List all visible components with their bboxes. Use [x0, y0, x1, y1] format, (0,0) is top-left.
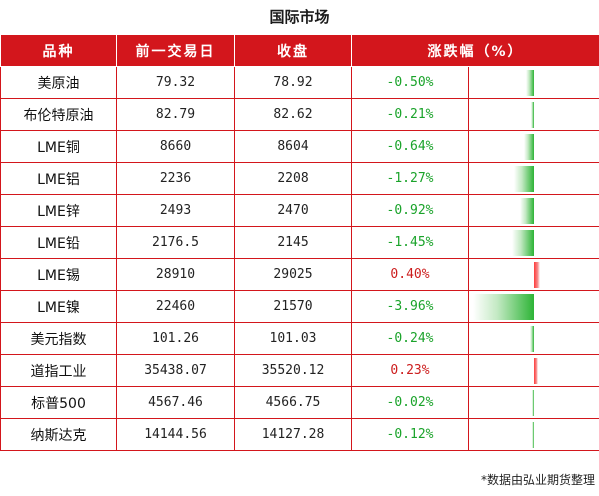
- row-prev-close: 8660: [116, 130, 235, 163]
- table-row: LME镍 22460 21570 -3.96%: [0, 290, 599, 323]
- row-change-bar-cell: [468, 322, 599, 355]
- table-row: LME锡 28910 29025 0.40%: [0, 258, 599, 291]
- change-bar: [534, 358, 538, 384]
- market-table: 品种 前一交易日 收盘 涨跌幅（%） 美原油 79.32 78.92 -0.50% 布伦…: [0, 34, 599, 451]
- row-change-bar-cell: [468, 226, 599, 259]
- change-bar: [511, 230, 534, 256]
- row-name: 美原油: [0, 66, 117, 99]
- table-row: LME锌 2493 2470 -0.92%: [0, 194, 599, 227]
- table-row: 布伦特原油 82.79 82.62 -0.21%: [0, 98, 599, 131]
- row-name: LME铅: [0, 226, 117, 259]
- row-name: 道指工业: [0, 354, 117, 387]
- row-change-pct: -1.27%: [351, 162, 469, 195]
- change-bar: [532, 422, 534, 448]
- row-change-bar-cell: [468, 354, 599, 387]
- change-bar: [514, 166, 534, 192]
- row-name: LME锌: [0, 194, 117, 227]
- change-bar: [472, 294, 534, 320]
- change-bar: [530, 102, 534, 128]
- change-bar: [530, 326, 534, 352]
- row-close: 8604: [234, 130, 352, 163]
- row-close: 35520.12: [234, 354, 352, 387]
- change-bar: [534, 262, 541, 288]
- row-prev-close: 4567.46: [116, 386, 235, 419]
- table-row: 道指工业 35438.07 35520.12 0.23%: [0, 354, 599, 387]
- row-name: 纳斯达克: [0, 418, 117, 451]
- row-change-pct: -0.21%: [351, 98, 469, 131]
- row-change-pct: -0.64%: [351, 130, 469, 163]
- table-row: 美元指数 101.26 101.03 -0.24%: [0, 322, 599, 355]
- row-name: 美元指数: [0, 322, 117, 355]
- row-change-bar-cell: [468, 194, 599, 227]
- row-change-pct: -3.96%: [351, 290, 469, 323]
- row-change-pct: -0.12%: [351, 418, 469, 451]
- row-change-pct: -0.24%: [351, 322, 469, 355]
- source-footnote: *数据由弘业期货整理: [480, 473, 595, 487]
- row-close: 14127.28: [234, 418, 352, 451]
- row-prev-close: 22460: [116, 290, 235, 323]
- row-change-pct: -0.02%: [351, 386, 469, 419]
- table-header-row: 品种 前一交易日 收盘 涨跌幅（%）: [0, 34, 599, 67]
- row-close: 29025: [234, 258, 352, 291]
- row-change-bar-cell: [468, 290, 599, 323]
- table-row: 标普500 4567.46 4566.75 -0.02%: [0, 386, 599, 419]
- row-close: 21570: [234, 290, 352, 323]
- row-close: 82.62: [234, 98, 352, 131]
- header-prev: 前一交易日: [116, 34, 235, 67]
- table-row: 纳斯达克 14144.56 14127.28 -0.12%: [0, 418, 599, 451]
- row-name: 标普500: [0, 386, 117, 419]
- row-prev-close: 82.79: [116, 98, 235, 131]
- row-prev-close: 79.32: [116, 66, 235, 99]
- row-prev-close: 2493: [116, 194, 235, 227]
- row-close: 78.92: [234, 66, 352, 99]
- row-change-bar-cell: [468, 258, 599, 291]
- table-row: LME铝 2236 2208 -1.27%: [0, 162, 599, 195]
- row-change-bar-cell: [468, 162, 599, 195]
- row-close: 2470: [234, 194, 352, 227]
- row-change-bar-cell: [468, 98, 599, 131]
- row-change-pct: -1.45%: [351, 226, 469, 259]
- row-change-bar-cell: [468, 66, 599, 99]
- row-change-bar-cell: [468, 418, 599, 451]
- table-row: 美原油 79.32 78.92 -0.50%: [0, 66, 599, 99]
- table-body: 美原油 79.32 78.92 -0.50% 布伦特原油 82.79 82.62 -0.21%…: [0, 66, 599, 451]
- change-bar: [519, 198, 534, 224]
- row-change-bar-cell: [468, 386, 599, 419]
- row-name: 布伦特原油: [0, 98, 117, 131]
- row-change-pct: 0.40%: [351, 258, 469, 291]
- header-close: 收盘: [234, 34, 352, 67]
- row-name: LME镍: [0, 290, 117, 323]
- row-prev-close: 2236: [116, 162, 235, 195]
- header-name: 品种: [0, 34, 117, 67]
- row-close: 2208: [234, 162, 352, 195]
- row-prev-close: 101.26: [116, 322, 235, 355]
- row-prev-close: 35438.07: [116, 354, 235, 387]
- row-close: 2145: [234, 226, 352, 259]
- page-title: 国际市场: [269, 8, 330, 26]
- row-name: LME铜: [0, 130, 117, 163]
- change-bar: [524, 134, 534, 160]
- row-prev-close: 14144.56: [116, 418, 235, 451]
- row-close: 101.03: [234, 322, 352, 355]
- change-bar: [532, 390, 534, 416]
- row-change-pct: -0.92%: [351, 194, 469, 227]
- row-change-bar-cell: [468, 130, 599, 163]
- row-change-pct: -0.50%: [351, 66, 469, 99]
- table-row: LME铜 8660 8604 -0.64%: [0, 130, 599, 163]
- table-row: LME铅 2176.5 2145 -1.45%: [0, 226, 599, 259]
- row-close: 4566.75: [234, 386, 352, 419]
- row-name: LME铝: [0, 162, 117, 195]
- row-prev-close: 28910: [116, 258, 235, 291]
- header-pct: 涨跌幅（%）: [351, 34, 599, 67]
- row-change-pct: 0.23%: [351, 354, 469, 387]
- row-prev-close: 2176.5: [116, 226, 235, 259]
- row-name: LME锡: [0, 258, 117, 291]
- change-bar: [526, 70, 534, 96]
